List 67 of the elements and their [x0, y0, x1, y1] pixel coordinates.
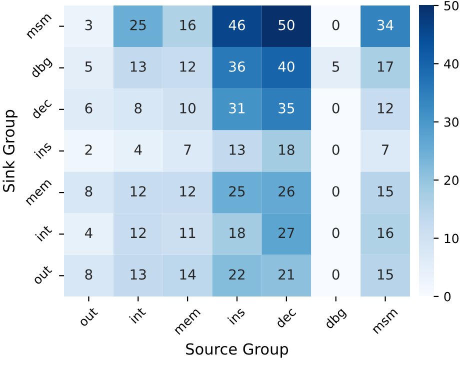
x-tick-label: int [128, 306, 146, 324]
data-label: 22 [229, 269, 244, 280]
color-bar-label: 10 [444, 234, 459, 244]
data-label: 8 [134, 102, 142, 114]
y-tick-label: out [32, 264, 52, 285]
data-label: 13 [230, 144, 245, 156]
data-label: 15 [378, 269, 393, 280]
x-tick-label: out [78, 306, 98, 328]
data-label: 8 [85, 186, 92, 197]
data-label: 0 [332, 228, 340, 238]
data-label: 8 [85, 269, 92, 280]
x-axis-title: Source Group [186, 343, 288, 358]
x-tick-label: dec [274, 306, 296, 328]
data-label: 0 [332, 102, 340, 114]
y-tick-label: dbg [29, 56, 54, 80]
data-label: 26 [278, 186, 294, 197]
data-label: 0 [332, 20, 340, 30]
data-label: 35 [278, 102, 294, 114]
y-tick-label: ins [34, 140, 52, 160]
color-bar-label: 0 [444, 292, 451, 302]
data-label: 36 [229, 61, 245, 72]
data-label: 21 [278, 269, 294, 280]
data-label: 14 [180, 269, 196, 280]
data-label: 27 [278, 228, 294, 238]
y-axis-title: Sink Group [2, 110, 18, 192]
data-label: 7 [382, 144, 389, 155]
data-label: 7 [184, 144, 191, 155]
data-label: 11 [180, 228, 196, 238]
data-label: 13 [130, 61, 146, 72]
data-label: 12 [378, 102, 393, 114]
color-bar-label: 40 [444, 59, 459, 69]
data-label: 25 [130, 20, 146, 30]
data-label: 2 [85, 144, 92, 155]
data-label: 34 [378, 20, 394, 30]
data-label: 13 [130, 269, 146, 280]
y-tick-label: int [35, 224, 52, 242]
data-label: 18 [279, 144, 294, 156]
data-label: 4 [84, 228, 92, 238]
data-label: 0 [332, 186, 340, 197]
data-label: 5 [332, 62, 340, 72]
data-label: 0 [332, 144, 340, 156]
color-bar-label: 50 [444, 0, 459, 10]
data-label: 40 [278, 61, 294, 72]
data-label: 6 [85, 102, 92, 114]
y-tick-label: dec [30, 98, 52, 120]
data-label: 50 [278, 20, 294, 30]
data-label: 18 [230, 228, 245, 238]
data-label: 15 [378, 186, 393, 197]
data-label: 12 [130, 228, 146, 238]
data-label: 4 [134, 144, 142, 155]
data-label: 46 [228, 20, 245, 30]
data-label: 17 [378, 62, 393, 72]
data-label: 31 [229, 102, 245, 114]
data-label: 25 [229, 186, 245, 197]
data-label: 16 [378, 228, 394, 238]
x-tick-label: dbg [324, 306, 348, 332]
x-tick-label: ins [227, 306, 246, 325]
data-label: 12 [130, 186, 146, 196]
color-bar-label: 30 [444, 117, 459, 127]
data-label: 3 [85, 20, 92, 30]
data-label: 0 [332, 269, 340, 280]
data-label: 5 [85, 62, 92, 72]
data-label: 12 [180, 61, 196, 72]
data-label: 12 [180, 186, 196, 196]
data-label: 10 [180, 102, 196, 114]
data-label: 16 [180, 20, 196, 30]
color-bar-label: 20 [444, 176, 459, 185]
